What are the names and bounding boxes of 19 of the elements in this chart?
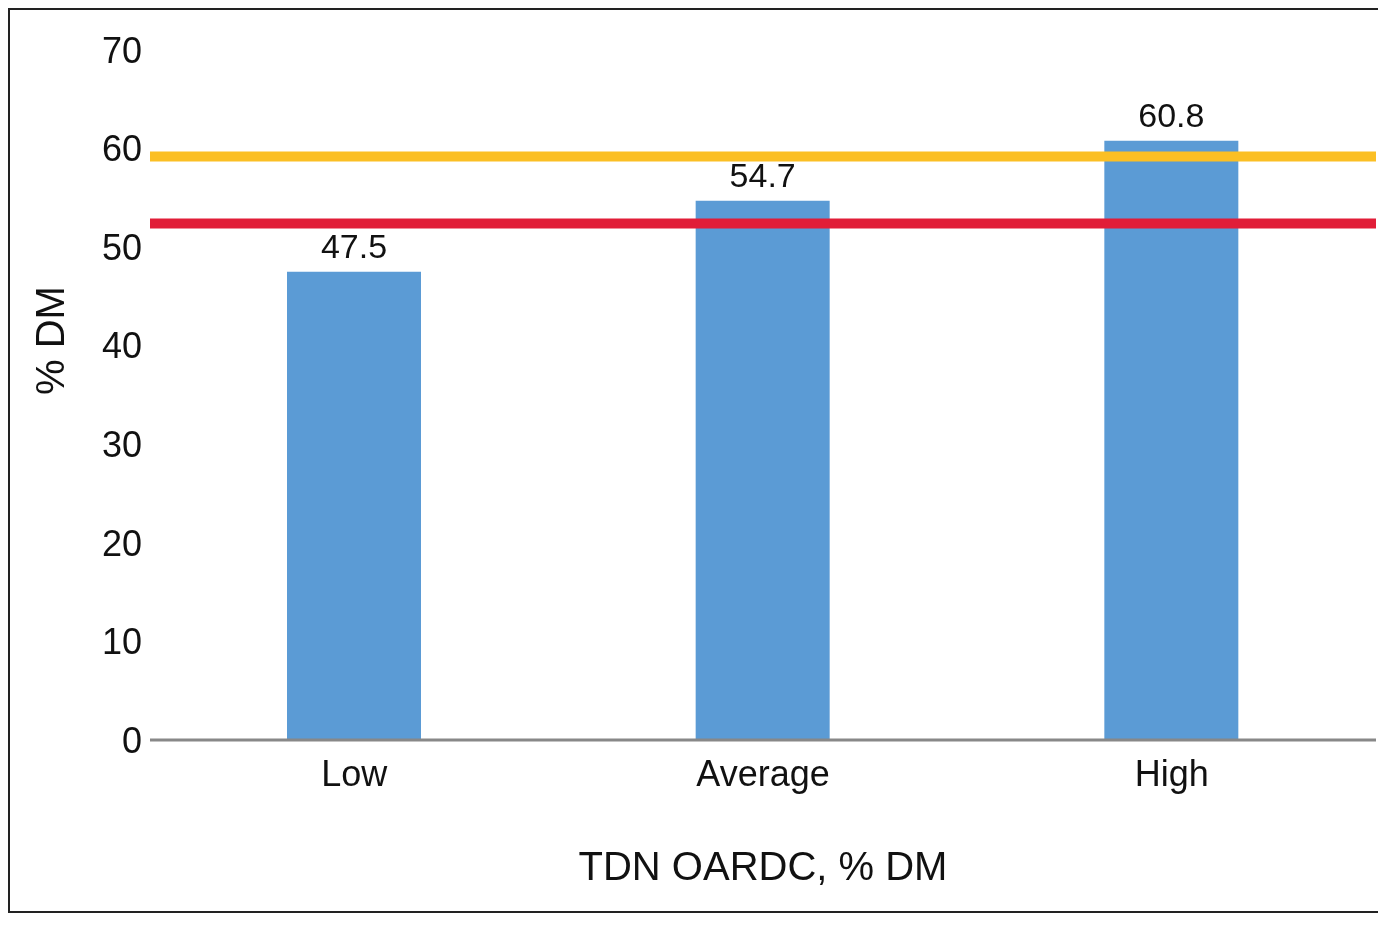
data-label: 60.8 — [1138, 95, 1205, 134]
x-tick-label: Low — [321, 752, 389, 794]
data-label: 54.7 — [729, 155, 796, 194]
bar — [1104, 140, 1239, 740]
y-axis-title: % DM — [28, 286, 73, 395]
bar — [287, 271, 421, 740]
y-tick-label: 0 — [121, 719, 142, 761]
y-tick-label: 40 — [101, 325, 142, 367]
x-tick-label: High — [1134, 752, 1209, 794]
y-tick-label: 20 — [101, 522, 142, 564]
y-tick-label: 50 — [101, 226, 142, 268]
y-tick-label: 70 — [101, 29, 142, 71]
x-axis-title: TDN OARDC, % DM — [578, 844, 948, 888]
y-tick-label: 10 — [101, 621, 142, 663]
x-tick-label: Average — [696, 752, 830, 794]
data-label: 47.5 — [320, 226, 388, 265]
y-tick-label: 30 — [101, 424, 142, 466]
bar — [695, 200, 830, 740]
y-tick-label: 60 — [101, 128, 142, 170]
